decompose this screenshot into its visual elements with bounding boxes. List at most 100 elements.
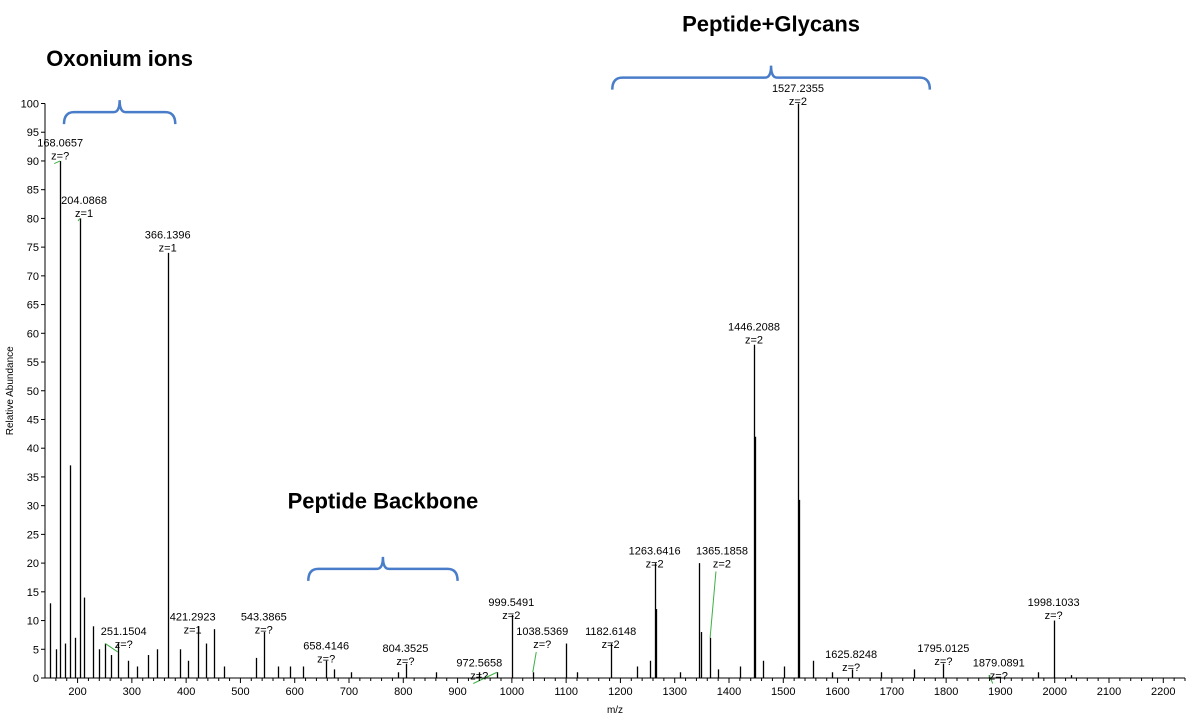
- peak-charge-label: z=1: [159, 243, 177, 255]
- peak-mz-label: 1038.5369: [516, 626, 568, 638]
- peak-mz-label: 1625.8248: [825, 649, 877, 661]
- peak-charge-label: z=1: [184, 625, 202, 637]
- peak-mz-label: 421.2923: [170, 612, 216, 624]
- x-tick-label: 400: [177, 686, 195, 698]
- peak-charge-label: z=2: [713, 558, 731, 570]
- peak-mz-label: 1795.0125: [917, 643, 969, 655]
- peak-charge-label: z=?: [255, 625, 273, 637]
- x-axis-ticks: 200 300 400 500 600 700 800 900 1000 1100 1200 1300…: [55, 678, 1186, 698]
- peak-charge-label: z=?: [51, 151, 69, 163]
- x-tick-label: 300: [123, 686, 141, 698]
- group-label: Peptide Backbone: [288, 489, 479, 514]
- x-tick-label: 2000: [1042, 686, 1066, 698]
- y-tick-label: 0: [33, 673, 39, 685]
- x-tick-label: 1200: [608, 686, 632, 698]
- peak-charge-label: z=?: [396, 656, 414, 668]
- x-tick-label: 2200: [1151, 686, 1175, 698]
- peaks-layer: [49, 103, 1073, 678]
- peak-charge-label: z=2: [745, 334, 763, 346]
- peak-mz-label: 1263.6416: [629, 545, 681, 557]
- peak-leader-line: [988, 674, 994, 684]
- peak-charge-label: z=1: [75, 208, 93, 220]
- peak-charge-label: z=2: [789, 96, 807, 108]
- peak-leader-line: [709, 571, 717, 638]
- peak-charge-label: z=?: [470, 671, 488, 683]
- peak-mz-label: 1998.1033: [1028, 597, 1080, 609]
- peak-mz-label: 543.3865: [241, 612, 287, 624]
- peak-labels-layer: 168.0657z=?204.0868z=1366.1396z=1251.150…: [37, 83, 1079, 683]
- peak-mz-label: 804.3525: [383, 643, 429, 655]
- y-tick-label: 60: [27, 328, 39, 340]
- peak-charge-label: z=?: [934, 656, 952, 668]
- x-tick-label: 1100: [554, 686, 578, 698]
- peak-mz-label: 251.1504: [101, 626, 147, 638]
- x-tick-label: 1300: [662, 686, 686, 698]
- x-tick-label: 700: [340, 686, 358, 698]
- peak-charge-label: z=?: [990, 671, 1008, 683]
- y-tick-label: 90: [27, 156, 39, 168]
- y-tick-label: 10: [27, 616, 39, 628]
- x-tick-label: 800: [394, 686, 412, 698]
- group-bracket: [611, 65, 932, 90]
- peak-charge-label: z=2: [646, 558, 664, 570]
- y-tick-label: 75: [27, 242, 39, 254]
- peak-charge-label: z=?: [317, 653, 335, 665]
- peak-mz-label: 1446.2088: [728, 321, 780, 333]
- y-tick-label: 15: [27, 587, 39, 599]
- peak-charge-label: z=2: [502, 610, 520, 622]
- x-tick-label: 1800: [934, 686, 958, 698]
- y-tick-label: 45: [27, 414, 39, 426]
- group-bracket: [307, 556, 459, 581]
- y-tick-label: 5: [33, 644, 39, 656]
- y-tick-label: 30: [27, 501, 39, 513]
- x-tick-label: 1700: [880, 686, 904, 698]
- peak-mz-label: 1365.1858: [696, 545, 748, 557]
- x-tick-label: 2100: [1097, 686, 1121, 698]
- group-bracket: [62, 100, 177, 125]
- x-tick-label: 500: [231, 686, 249, 698]
- group-label: Peptide+Glycans: [682, 12, 860, 37]
- peak-leader-line: [105, 643, 118, 653]
- x-tick-label: 900: [448, 686, 466, 698]
- y-tick-label: 85: [27, 185, 39, 197]
- y-tick-label: 80: [27, 213, 39, 225]
- peak-mz-label: 999.5491: [488, 597, 534, 609]
- peak-charge-label: z=2: [602, 639, 620, 651]
- y-tick-label: 40: [27, 443, 39, 455]
- y-tick-label: 20: [27, 558, 39, 570]
- peak-mz-label: 1527.2355: [772, 83, 824, 95]
- y-tick-label: 100: [21, 99, 39, 111]
- peak-mz-label: 972.5658: [456, 658, 502, 670]
- peak-mz-label: 204.0868: [61, 195, 107, 207]
- x-tick-label: 1000: [500, 686, 524, 698]
- peak-mz-label: 658.4146: [303, 640, 349, 652]
- x-tick-label: 1500: [771, 686, 795, 698]
- y-tick-label: 50: [27, 386, 39, 398]
- y-tick-label: 70: [27, 271, 39, 283]
- y-tick-label: 95: [27, 127, 39, 139]
- x-tick-label: 1600: [825, 686, 849, 698]
- axes-layer: 200 300 400 500 600 700 800 900 1000 1100 1200 1300…: [5, 99, 1186, 716]
- peak-charge-label: z=?: [1045, 610, 1063, 622]
- y-axis-title: Relative Abundance: [5, 346, 16, 435]
- peak-charge-label: z=?: [533, 639, 551, 651]
- x-axis-title: m/z: [607, 705, 623, 716]
- x-tick-label: 1400: [717, 686, 741, 698]
- y-tick-label: 25: [27, 529, 39, 541]
- peak-charge-label: z=?: [115, 639, 133, 651]
- peak-leader-line: [77, 218, 81, 222]
- peak-mz-label: 1879.0891: [973, 658, 1025, 670]
- x-tick-label: 200: [68, 686, 86, 698]
- y-tick-label: 55: [27, 357, 39, 369]
- y-tick-label: 65: [27, 300, 39, 312]
- peak-mz-label: 1182.6148: [585, 626, 636, 638]
- x-tick-label: 600: [286, 686, 304, 698]
- x-tick-label: 1900: [988, 686, 1012, 698]
- peak-mz-label: 168.0657: [37, 138, 83, 150]
- group-annotations: Oxonium ions Peptide Backbone Peptide+Glyc…: [46, 12, 932, 581]
- y-tick-label: 35: [27, 472, 39, 484]
- peak-leader-line: [53, 160, 61, 165]
- peak-mz-label: 366.1396: [145, 230, 191, 242]
- group-label: Oxonium ions: [46, 46, 193, 71]
